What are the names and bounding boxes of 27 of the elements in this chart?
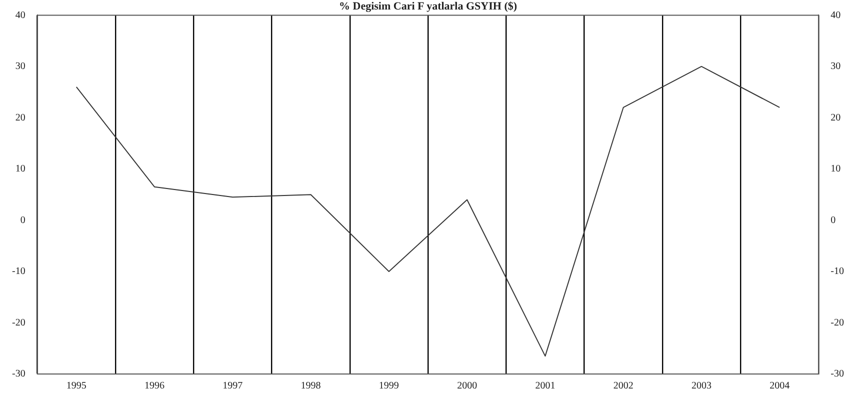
y-tick-label: -20 — [12, 317, 26, 328]
y-tick-label: 0 — [20, 214, 26, 226]
y2-tick-label: 20 — [830, 112, 841, 124]
y2-tick-label: -10 — [830, 266, 844, 278]
y2-tick-label: 30 — [830, 61, 841, 72]
x-tick-label: 2003 — [691, 380, 712, 392]
y2-tick-label: 10 — [830, 164, 841, 175]
x-tick-label: 2002 — [613, 380, 634, 392]
y2-tick-label: 0 — [830, 214, 836, 226]
x-tick-label: 1995 — [66, 380, 86, 392]
y-tick-label: -10 — [12, 266, 26, 278]
y-tick-label: 40 — [15, 10, 26, 21]
x-tick-label: 1996 — [144, 380, 165, 392]
x-tick-label: 2000 — [457, 380, 478, 392]
x-tick-label: 2004 — [770, 380, 790, 392]
y-tick-label: 30 — [15, 61, 26, 72]
y-tick-label: 10 — [15, 164, 26, 175]
x-tick-label: 1998 — [300, 380, 321, 392]
y2-tick-label: -20 — [830, 317, 844, 328]
x-tick-label: 1999 — [378, 380, 399, 392]
y-tick-label: -30 — [12, 368, 26, 380]
chart-title: % Degisim Cari F yatlarla GSYIH ($) — [338, 0, 518, 12]
x-tick-label: 2001 — [535, 380, 556, 392]
y2-tick-label: 40 — [830, 10, 841, 21]
y2-tick-label: -30 — [830, 368, 844, 380]
y-tick-label: 20 — [15, 112, 26, 124]
x-tick-label: 1997 — [222, 380, 243, 392]
